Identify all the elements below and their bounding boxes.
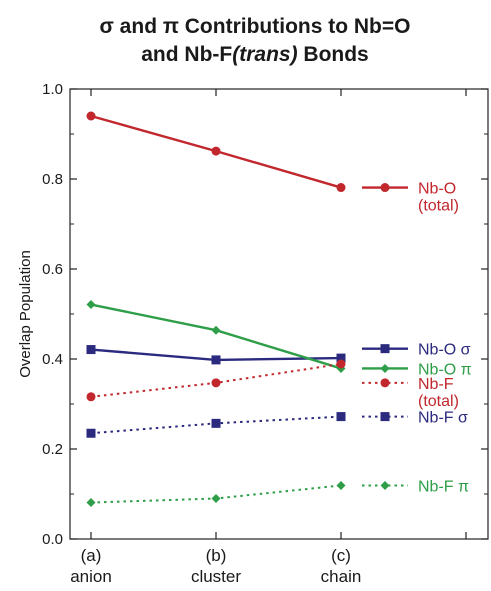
series-nbo_sigma: [86, 345, 346, 365]
legend-marker: [380, 183, 390, 193]
legend-entry-nbf_sigma: Nb-F σ: [362, 410, 468, 427]
chart-title-line2-b: (trans): [232, 43, 297, 66]
legend-entry-nbo_pi: Nb-O π: [362, 361, 472, 378]
x-axis: (a) anion (b) cluster (c) chain: [70, 89, 467, 586]
legend-marker: [380, 480, 390, 490]
legend-marker: [380, 363, 390, 373]
y-tick-label: 0.6: [42, 261, 63, 278]
series-nbo_total: [86, 111, 346, 193]
series-layer: [86, 111, 346, 508]
data-point: [86, 300, 96, 310]
y-axis: 0.0 0.2 0.4 0.6 0.8 1.0: [42, 81, 488, 548]
series-nbf_pi: [86, 480, 346, 508]
data-point: [211, 494, 221, 503]
legend-label: (total): [418, 198, 459, 215]
x-category-name: chain: [321, 567, 362, 586]
legend-marker: [380, 344, 390, 354]
y-axis-label: Overlap Population: [17, 250, 34, 378]
legend-entry-nbf_total: Nb-F(total): [362, 376, 459, 410]
series-nbo_pi: [86, 300, 346, 373]
legend-label: Nb-O π: [418, 361, 472, 378]
data-point: [336, 359, 346, 369]
chart-title-line2-c: Bonds: [298, 43, 369, 66]
chart-title-line2-a: and Nb-F: [141, 43, 232, 66]
y-tick-label: 0.2: [42, 441, 63, 458]
data-point: [211, 146, 221, 156]
data-point: [336, 480, 346, 490]
y-tick-label: 1.0: [42, 81, 63, 98]
legend-label: Nb-F: [418, 376, 454, 393]
data-point: [211, 355, 221, 365]
x-category-name: anion: [70, 567, 112, 586]
data-point: [336, 183, 346, 193]
data-point: [86, 392, 96, 402]
data-point: [86, 498, 96, 508]
y-tick-label: 0.0: [42, 531, 63, 548]
legend-label: Nb-F σ: [418, 410, 468, 427]
legend-entry-nbo_total: Nb-O(total): [362, 181, 459, 215]
x-category-letter: (b): [206, 546, 227, 565]
series-nbf_sigma: [86, 412, 346, 438]
data-point: [86, 345, 96, 355]
data-point: [86, 428, 96, 438]
legend-entry-nbo_sigma: Nb-O σ: [362, 342, 471, 359]
data-point: [86, 111, 96, 121]
legend-entry-nbf_pi: Nb-F π: [362, 478, 469, 495]
x-category-letter: (a): [81, 546, 102, 565]
data-point: [336, 353, 346, 363]
y-tick-label: 0.4: [42, 351, 63, 368]
x-category-letter: (c): [331, 546, 351, 565]
data-point: [336, 412, 346, 422]
legend-label: Nb-F π: [418, 478, 469, 495]
legend-label: Nb-O σ: [418, 342, 471, 359]
legend-marker: [380, 412, 390, 422]
x-category-name: cluster: [191, 567, 241, 586]
y-tick-label: 0.8: [42, 171, 63, 188]
data-point: [211, 418, 221, 428]
legend-label: Nb-O: [418, 181, 456, 198]
legend-marker: [380, 378, 390, 388]
series-nbf_total: [86, 359, 346, 402]
legend: Nb-O(total)Nb-O σNb-O πNb-F(total)Nb-F σ…: [362, 181, 472, 495]
chart-title-line1: σ and π Contributions to Nb=O: [99, 15, 410, 38]
data-point: [211, 325, 221, 335]
data-point: [211, 378, 221, 388]
legend-label: (total): [418, 393, 459, 410]
chart-title-line2: and Nb-F(trans) Bonds: [141, 43, 369, 66]
